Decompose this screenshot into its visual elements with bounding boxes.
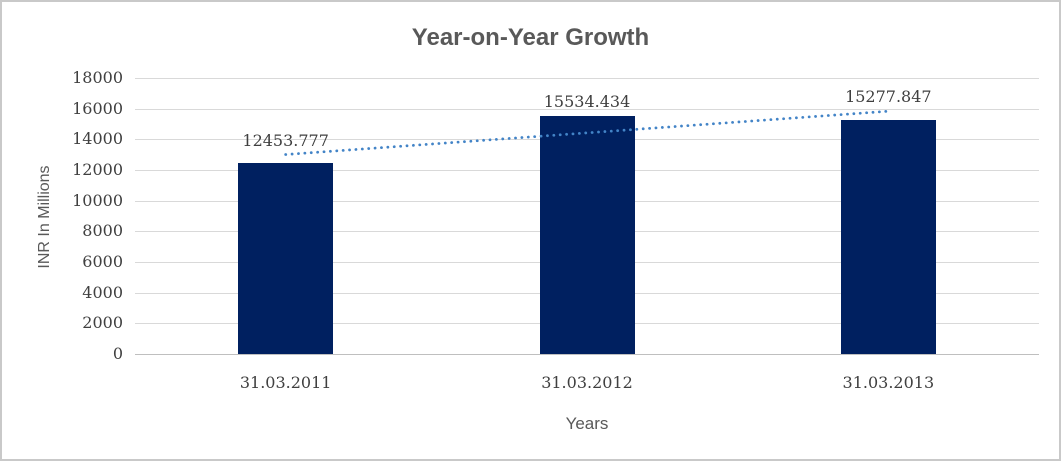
y-tick-label: 12000 bbox=[72, 160, 123, 179]
gridline bbox=[135, 78, 1039, 79]
x-axis-line bbox=[135, 354, 1039, 355]
x-tick-label: 31.03.2011 bbox=[239, 373, 332, 392]
x-tick-label: 31.03.2012 bbox=[541, 373, 633, 392]
x-axis-title: Years bbox=[565, 414, 609, 433]
chart-title: Year-on-Year Growth bbox=[411, 24, 650, 51]
data-label: 12453.777 bbox=[242, 130, 329, 150]
data-label: 15534.434 bbox=[543, 91, 631, 111]
plot-area bbox=[135, 78, 1039, 355]
y-tick-label: 0 bbox=[112, 344, 123, 363]
y-tick-label: 10000 bbox=[72, 191, 123, 210]
gridline bbox=[135, 109, 1039, 110]
y-tick-label: 6000 bbox=[82, 252, 123, 271]
y-tick-label: 2000 bbox=[82, 313, 123, 332]
y-tick-label: 14000 bbox=[72, 129, 123, 148]
bar-31.03.2013[interactable] bbox=[841, 120, 936, 354]
trendline-dotted bbox=[284, 109, 890, 156]
data-label: 15277.847 bbox=[845, 87, 932, 107]
y-tick-label: 18000 bbox=[72, 68, 123, 87]
x-tick-label: 31.03.2013 bbox=[842, 373, 935, 392]
y-tick-label: 8000 bbox=[82, 221, 123, 240]
bar-31.03.2011[interactable] bbox=[238, 163, 333, 354]
y-tick-label: 4000 bbox=[82, 283, 123, 302]
bar-31.03.2012[interactable] bbox=[540, 116, 635, 354]
trendline bbox=[284, 109, 890, 156]
y-tick-label: 16000 bbox=[72, 99, 123, 118]
